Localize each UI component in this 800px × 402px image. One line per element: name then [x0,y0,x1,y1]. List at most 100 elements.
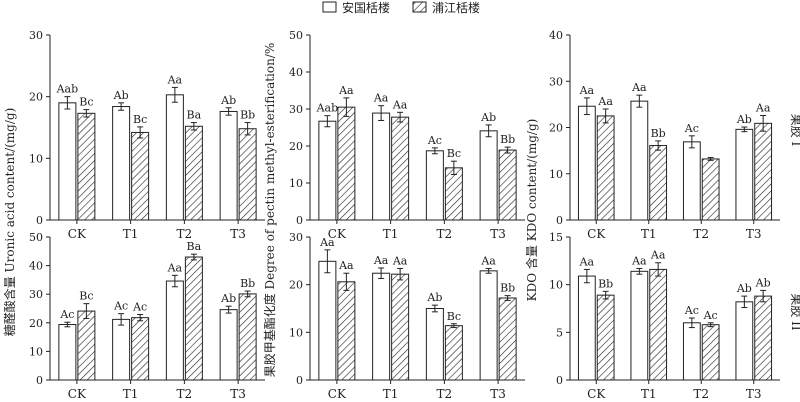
bar [337,281,356,381]
y-tick-label: 0 [556,374,563,387]
significance-label: Aa [338,84,354,97]
significance-label: Aa [755,101,771,114]
bar [754,295,773,381]
x-tick-label: T3 [490,227,506,241]
x-tick-label: T1 [641,227,657,241]
x-tick-label: T3 [490,387,506,401]
bar [735,128,754,221]
significance-label: Aa [579,255,595,268]
significance-label: Aa [392,98,408,111]
bar [58,324,77,381]
significance-label: Aa [631,254,647,267]
bar [112,106,131,221]
y-tick-label: 40 [289,66,303,79]
x-tick-label: T3 [230,387,246,401]
x-tick-label: T2 [437,227,453,241]
y-tick-label: 10 [29,152,43,165]
bar [372,272,391,381]
legend: 安国栝楼 浦江栝楼 [322,0,480,15]
x-tick-label: T2 [693,387,709,401]
significance-label: Bc [133,113,147,126]
bar [219,309,238,381]
significance-label: Aa [392,254,408,267]
x-tick-label: T1 [641,387,657,401]
x-tick-label: T1 [383,227,399,241]
x-tick-label: T2 [437,387,453,401]
significance-label: Aa [167,261,183,274]
significance-label: Bc [79,290,93,303]
legend-swatch-b [412,1,427,13]
y-tick-label: 30 [29,288,43,301]
y-tick-label: 10 [549,279,563,292]
x-tick-label: CK [587,227,606,241]
bar [391,116,410,221]
significance-label: Aa [597,95,613,108]
significance-label: Ab [755,276,771,289]
bar [131,317,150,381]
significance-label: Aa [631,81,647,94]
bar [318,260,337,381]
bar [630,100,649,221]
significance-label: Bc [447,147,461,160]
bar [425,308,444,381]
bar [58,102,77,221]
bar [77,112,96,221]
bar [131,131,150,221]
significance-label: Bc [79,96,93,109]
y-tick-label: 20 [289,279,303,292]
significance-label: Ab [736,113,752,126]
significance-label: Ab [220,292,236,305]
significance-label: Ac [427,134,442,147]
bar [77,310,96,381]
significance-label: Ba [187,240,202,253]
significance-label: Ac [703,309,718,322]
significance-label: Aa [579,84,595,97]
significance-label: Ac [59,308,74,321]
y-tick-label: 0 [36,214,43,227]
y-tick-label: 20 [29,317,43,330]
significance-label: Aa [338,259,354,272]
y-tick-label: 5 [556,326,563,339]
x-tick-label: T1 [383,387,399,401]
y-tick-label: 30 [549,75,563,88]
legend-label-a: 安国栝楼 [342,0,390,15]
bar [425,150,444,221]
y-tick-label: 30 [289,231,303,244]
significance-label: Bc [447,310,461,323]
significance-label: Aa [480,254,496,267]
bar [498,297,517,381]
x-tick-label: CK [68,227,87,241]
significance-label: Ab [113,89,129,102]
bar [238,293,257,381]
y-tick-label: 20 [289,140,303,153]
y-axis-title-esterification: 果胶甲基酯化度 Degree of pectin methyl-esterifi… [262,43,277,378]
bar [337,106,356,221]
x-tick-label: T1 [123,387,139,401]
x-tick-label: CK [328,387,347,401]
bar [630,270,649,381]
y-tick-label: 40 [549,29,563,42]
significance-label: Ac [684,304,699,317]
y-tick-label: 10 [549,168,563,181]
bar [444,325,463,381]
x-tick-label: T2 [177,227,193,241]
bar [596,294,615,381]
y-axis-title-kdo: KDO 含量 KDO content/(mg/g) [524,119,539,302]
x-tick-label: T1 [123,227,139,241]
x-tick-label: T3 [230,227,246,241]
significance-label: Ac [132,301,147,314]
y-tick-label: 0 [296,214,303,227]
x-tick-label: CK [587,387,606,401]
significance-label: Aa [319,236,335,249]
bar [682,322,701,381]
y-tick-label: 0 [556,214,563,227]
bar [498,149,517,221]
y-tick-label: 10 [289,326,303,339]
significance-label: Aa [167,73,183,86]
significance-label: Ab [426,291,442,304]
significance-label: Bb [651,127,666,140]
bar [479,130,498,221]
x-tick-label: CK [68,387,87,401]
